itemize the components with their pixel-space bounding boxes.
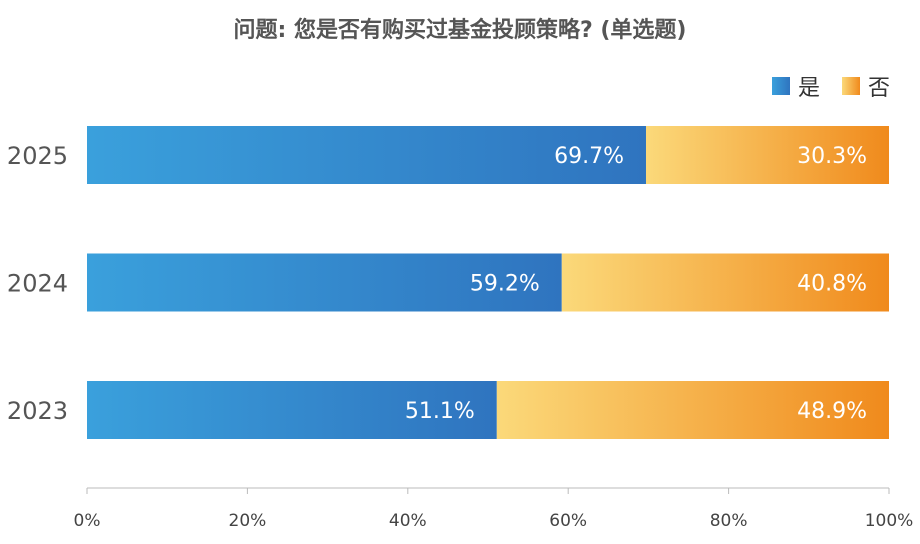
- x-tick-label: 0%: [74, 511, 101, 531]
- legend-swatch-no: [841, 77, 860, 95]
- legend-swatch-yes: [771, 77, 790, 95]
- bar-segment: [87, 253, 562, 312]
- data-label: 30.3%: [797, 144, 867, 169]
- legend-label-yes: 是: [797, 76, 820, 101]
- x-tick-label: 20%: [229, 511, 267, 531]
- data-label: 69.7%: [554, 144, 624, 169]
- category-label: 2024: [7, 270, 68, 298]
- legend: 是 否: [750, 70, 890, 102]
- bar-segment: [87, 126, 646, 184]
- legend-item-no: 否: [841, 70, 890, 102]
- x-tick-label: 40%: [389, 511, 427, 531]
- bar-segment: [561, 253, 889, 312]
- data-label: 51.1%: [405, 399, 475, 424]
- bar-segment: [87, 381, 497, 439]
- legend-item-yes: 是: [771, 70, 820, 102]
- bar-segment: [496, 381, 889, 439]
- x-tick-label: 60%: [549, 511, 587, 531]
- bar-segment: [645, 126, 889, 184]
- category-label: 2025: [7, 142, 68, 170]
- category-label: 2023: [7, 397, 68, 425]
- data-label: 59.2%: [470, 272, 540, 297]
- x-tick-label: 80%: [710, 511, 748, 531]
- legend-label-no: 否: [867, 76, 890, 101]
- x-tick-label: 100%: [865, 511, 914, 531]
- data-label: 40.8%: [797, 272, 867, 297]
- data-label: 48.9%: [797, 399, 867, 424]
- chart-title: 问题: 您是否有购买过基金投顾策略? (单选题): [233, 18, 687, 43]
